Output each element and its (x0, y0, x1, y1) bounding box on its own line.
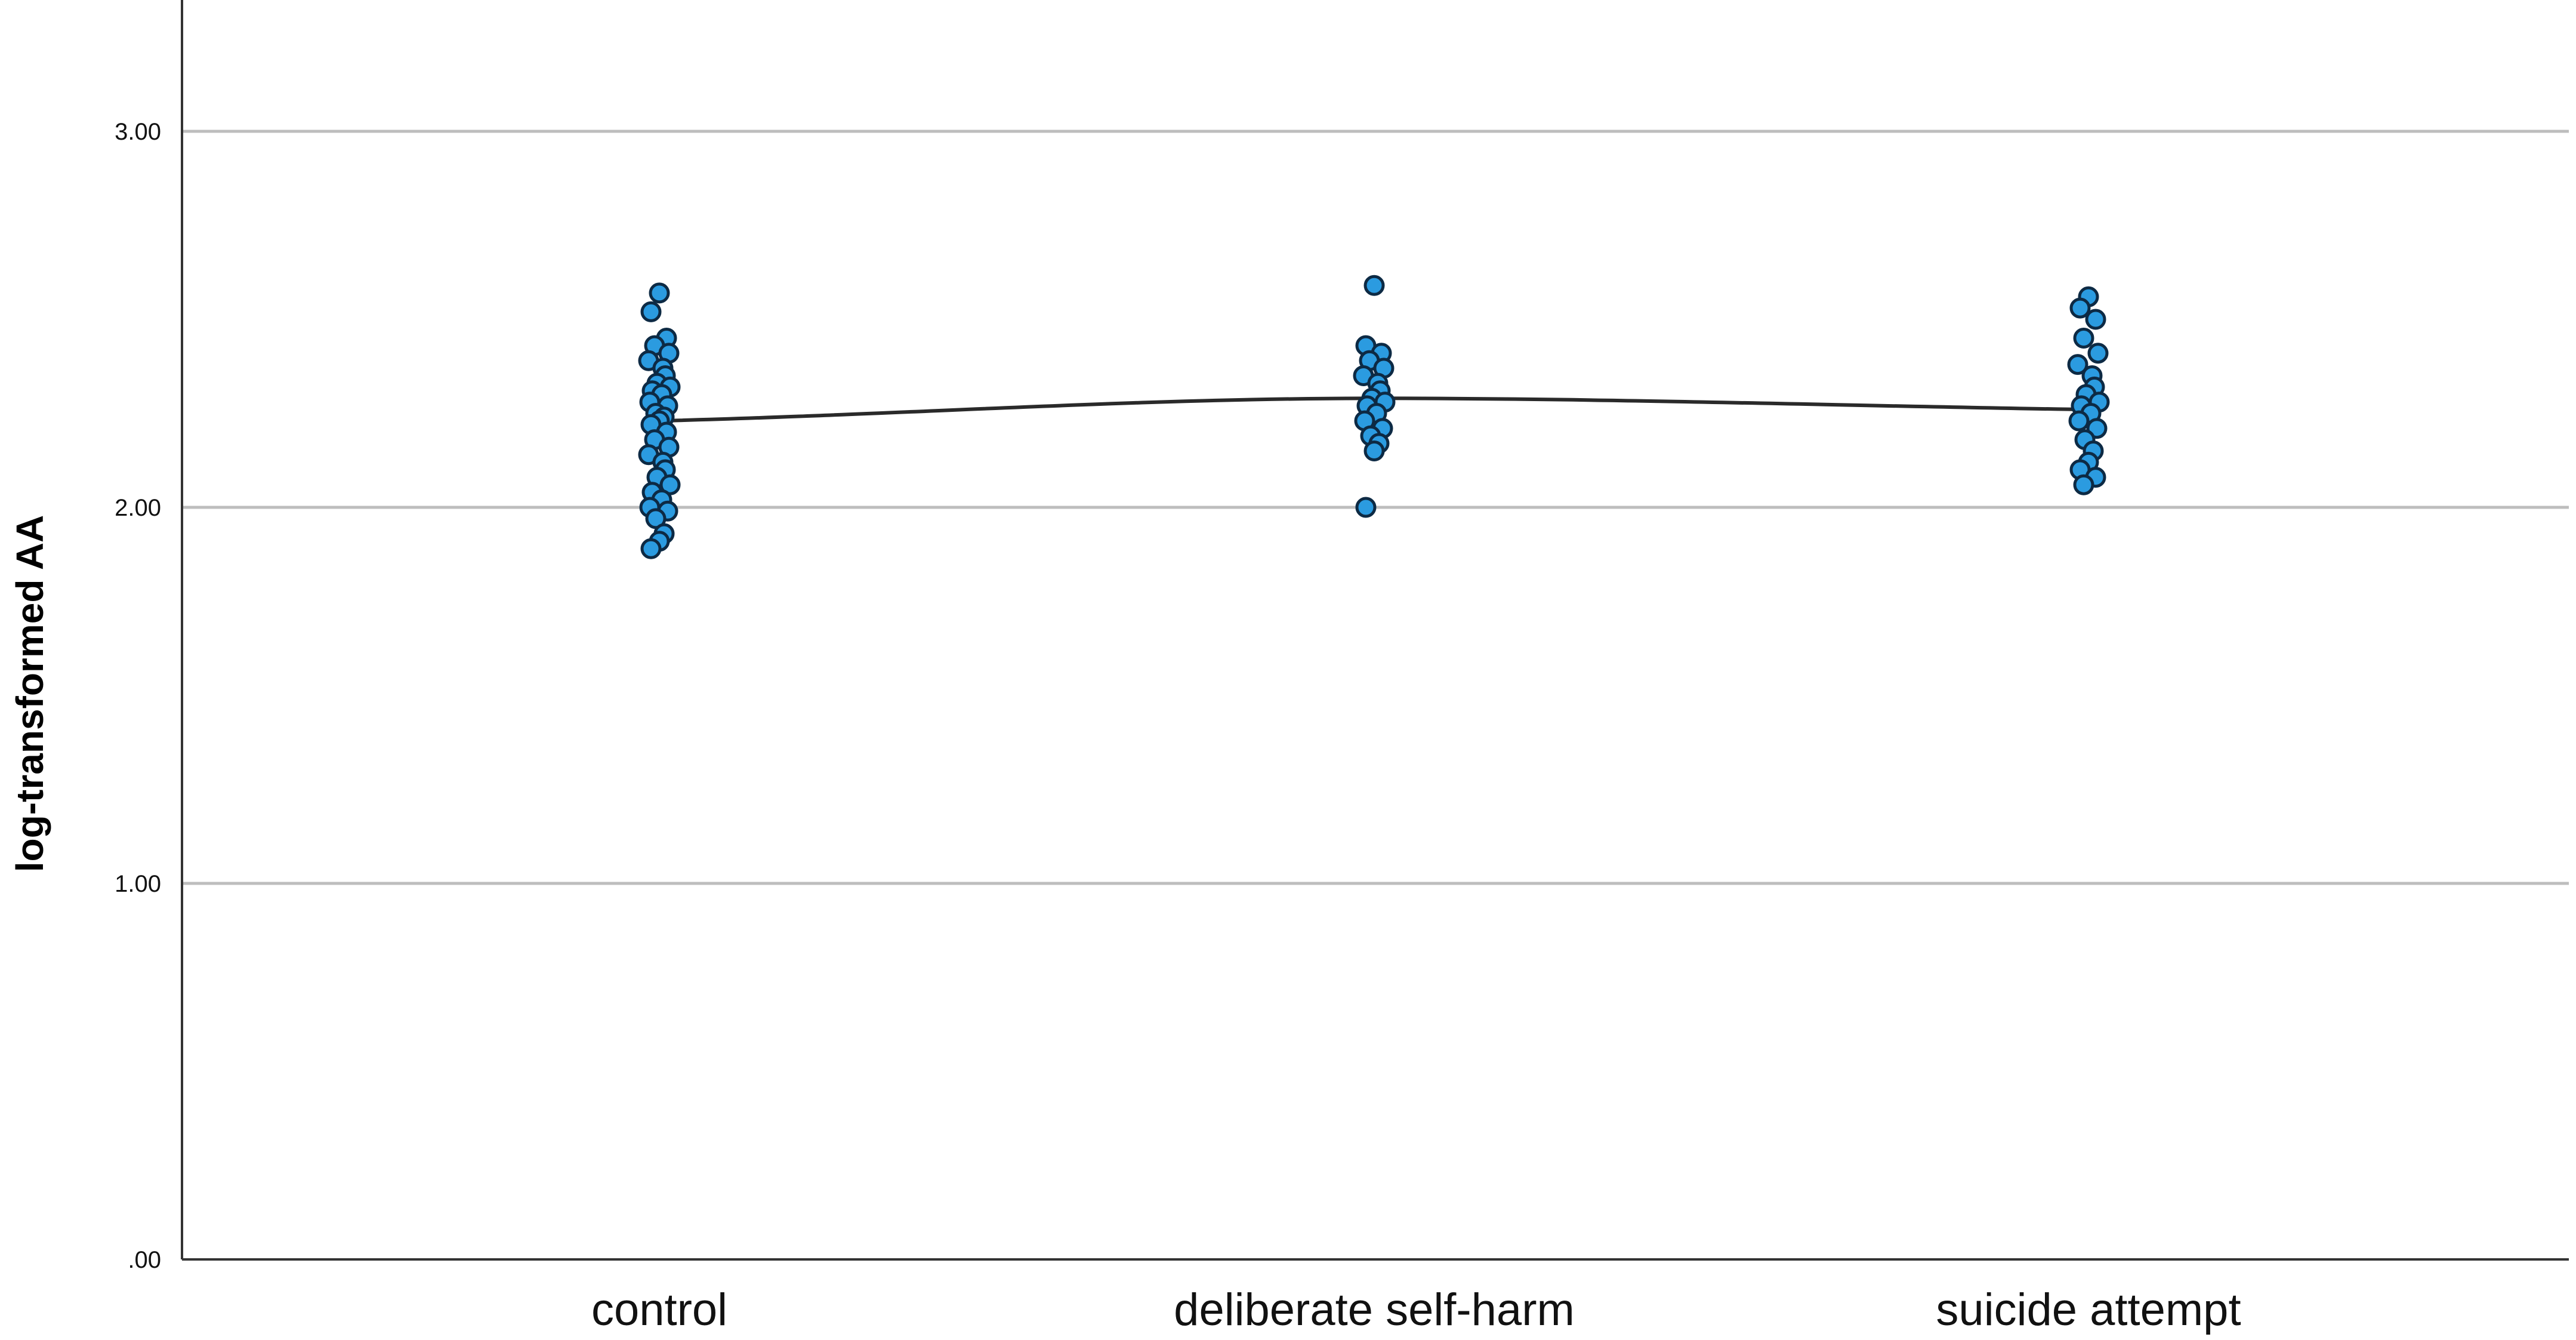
y-tick-label: 2.00 (115, 495, 161, 521)
x-category-label: control (591, 1284, 727, 1335)
data-point (2070, 412, 2088, 430)
data-point (2075, 329, 2093, 347)
y-axis-title: log-transformed AA (8, 515, 51, 873)
data-point (1365, 276, 1383, 294)
data-point (2075, 476, 2093, 494)
axes (182, 0, 2569, 1259)
data-points (640, 276, 2108, 557)
data-point (1365, 442, 1383, 460)
x-category-labels: control deliberate self-harm suicide attem… (591, 1284, 2241, 1335)
y-tick-label: .00 (128, 1247, 161, 1273)
data-point (2087, 310, 2105, 328)
data-point (1357, 498, 1375, 516)
data-point (2089, 344, 2107, 362)
y-tick-label: 1.00 (115, 871, 161, 897)
data-point (650, 284, 668, 302)
y-tick-labels: .00 1.00 2.00 3.00 (115, 119, 161, 1273)
data-point (642, 303, 660, 321)
data-point (642, 540, 660, 557)
x-category-label: suicide attempt (1936, 1284, 2241, 1335)
data-point (2071, 299, 2089, 317)
y-tick-label: 3.00 (115, 119, 161, 145)
x-category-label: deliberate self-harm (1174, 1284, 1575, 1335)
